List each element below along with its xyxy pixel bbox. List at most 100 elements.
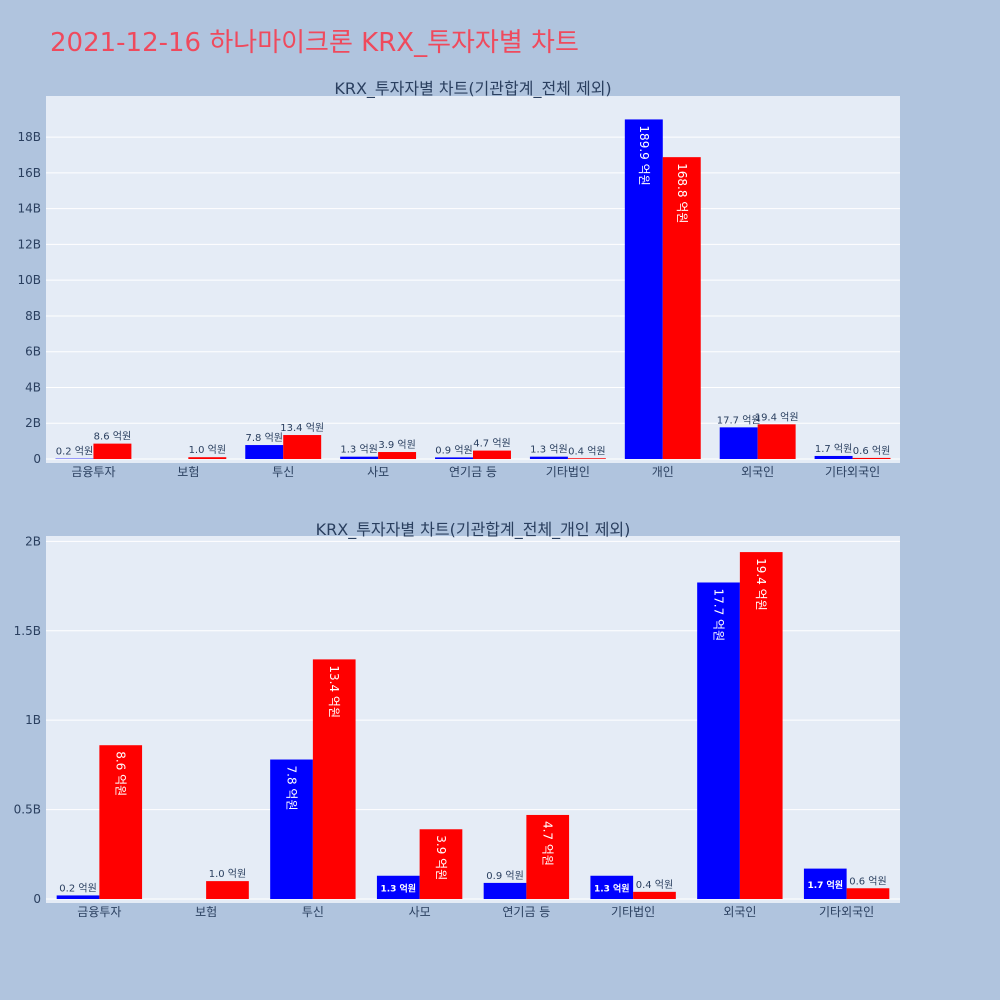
- chart-title-bottom: KRX_투자자별 차트(기관합계_전체_개인 제외): [316, 520, 631, 540]
- bar: [803, 868, 847, 899]
- x-tick-label: 사모: [409, 905, 431, 919]
- bar-value-label: 3.9 억원: [434, 835, 448, 880]
- x-tick-label: 금융투자: [77, 905, 121, 919]
- bar-value-label: 17.7 억원: [717, 414, 761, 426]
- bar: [419, 829, 463, 899]
- x-tick-label: 외국인: [723, 905, 756, 919]
- bar-value-label: 1.3 억원: [594, 882, 630, 894]
- chart-top: KRX_투자자별 차트(기관합계_전체 제외) 0 2B 4B 6B 8B 10B 12B 1…: [17, 79, 900, 479]
- x-tick-label: 사모: [367, 465, 389, 479]
- bar-value-label: 4.7 억원: [541, 821, 555, 866]
- bar: [633, 891, 676, 899]
- bar: [739, 552, 783, 899]
- bar-value-label: 7.8 억원: [246, 432, 283, 444]
- bar: [814, 455, 853, 459]
- bar-value-label: 189.9 억원: [637, 125, 651, 185]
- bar: [283, 435, 322, 459]
- bar: [567, 458, 606, 459]
- bar: [852, 457, 891, 459]
- bar-value-label: 19.4 억원: [755, 411, 799, 423]
- bar: [99, 745, 143, 899]
- bar-value-label: 0.2 억원: [59, 882, 96, 894]
- bar-value-label: 17.7 억원: [712, 588, 726, 641]
- bar-value-label: 0.9 억원: [435, 444, 472, 456]
- bar-value-label: 0.6 억원: [849, 875, 886, 887]
- bar: [697, 582, 740, 899]
- bar: [93, 443, 132, 459]
- x-tick-label: 기타외국인: [825, 465, 880, 479]
- y-tick-label: 0: [33, 892, 41, 906]
- x-tick-label: 개인: [652, 465, 674, 479]
- bar-value-label: 13.4 억원: [327, 665, 341, 718]
- bar: [473, 450, 511, 459]
- chart-title-top: KRX_투자자별 차트(기관합계_전체 제외): [334, 79, 611, 99]
- bar: [590, 875, 634, 899]
- bar: [624, 119, 663, 460]
- bar: [483, 882, 527, 899]
- y-tick-label: 16B: [17, 166, 41, 180]
- bar-value-label: 1.7 억원: [807, 879, 843, 891]
- chart-bottom: KRX_투자자별 차트(기관합계_전체_개인 제외) 0 0.5B 1B 1.5B 2B…: [14, 520, 900, 919]
- y-tick-label: 1B: [25, 713, 41, 727]
- y-tick-label: 10B: [17, 273, 41, 287]
- x-tick-label: 금융투자: [71, 465, 115, 479]
- bar-value-label: 168.8 억원: [675, 163, 689, 223]
- x-tick-label: 투신: [272, 465, 294, 479]
- x-tick-label: 외국인: [741, 465, 774, 479]
- y-tick-label: 18B: [17, 130, 41, 144]
- x-tick-label: 연기금 등: [502, 905, 550, 919]
- y-tick-label: 14B: [17, 202, 41, 216]
- bar: [757, 424, 796, 459]
- bar: [376, 875, 420, 899]
- bar-value-label: 8.6 억원: [94, 431, 131, 443]
- bar-value-label: 1.0 억원: [209, 868, 246, 880]
- bar-value-label: 3.9 억원: [378, 439, 415, 451]
- bar: [312, 659, 356, 899]
- x-tick-label: 기타법인: [546, 465, 590, 479]
- x-tick-label: 보험: [177, 465, 199, 479]
- bar: [340, 456, 379, 459]
- bar-value-label: 7.8 억원: [285, 766, 299, 811]
- y-tick-label: 12B: [17, 237, 41, 251]
- bar-value-label: 13.4 억원: [280, 422, 324, 434]
- x-tick-label: 기타외국인: [819, 905, 874, 919]
- bar-value-label: 1.3 억원: [380, 882, 416, 894]
- bar: [719, 427, 758, 459]
- bar: [529, 456, 568, 459]
- x-tick-label: 투신: [302, 905, 324, 919]
- y-tick-label: 0.5B: [14, 803, 41, 817]
- bar-value-label: 4.7 억원: [473, 438, 510, 450]
- y-tick-label: 2B: [25, 416, 41, 430]
- bar: [245, 445, 284, 459]
- bar-value-label: 1.0 억원: [189, 444, 226, 456]
- y-tick-label: 6B: [25, 345, 41, 359]
- bar: [846, 888, 890, 899]
- x-tick-label: 기타법인: [611, 905, 655, 919]
- x-tick-label: 보험: [195, 905, 217, 919]
- y-tick-label: 0: [33, 452, 41, 466]
- bar: [662, 157, 701, 459]
- bar-value-label: 1.3 억원: [340, 444, 377, 456]
- y-tick-label: 1.5B: [14, 624, 41, 638]
- y-tick-label: 8B: [25, 309, 41, 323]
- bar-value-label: 8.6 억원: [114, 751, 128, 796]
- bar-value-label: 0.6 억원: [853, 445, 890, 457]
- bar-value-label: 0.2 억원: [56, 446, 93, 458]
- page-title: 2021-12-16 하나마이크론 KRX_투자자별 차트: [50, 28, 579, 58]
- bar-value-label: 0.4 억원: [636, 879, 673, 891]
- bar: [206, 881, 249, 899]
- bar-value-label: 0.4 억원: [568, 445, 605, 457]
- bar: [56, 895, 100, 899]
- bar-value-label: 0.9 억원: [486, 870, 523, 882]
- bar: [378, 452, 417, 459]
- x-tick-label: 연기금 등: [449, 465, 497, 479]
- y-tick-label: 4B: [25, 380, 41, 394]
- bar: [526, 814, 570, 899]
- bar-value-label: 1.7 억원: [815, 443, 852, 455]
- plot-area-top: [46, 96, 900, 463]
- bar: [435, 457, 473, 459]
- bar: [270, 759, 313, 899]
- y-tick-label: 2B: [25, 534, 41, 548]
- bar: [188, 457, 227, 459]
